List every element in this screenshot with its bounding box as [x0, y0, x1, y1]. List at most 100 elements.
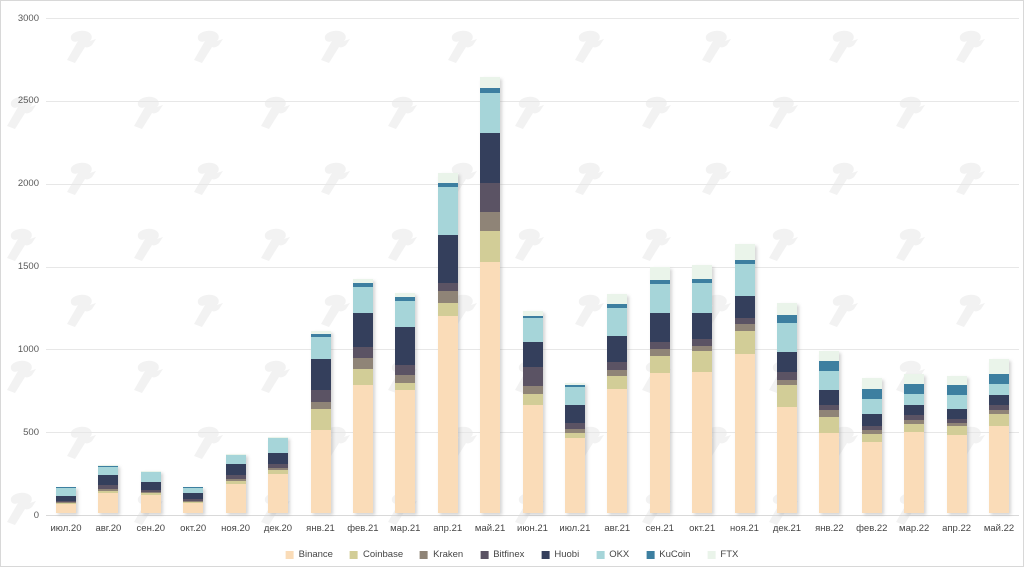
bar-1 — [98, 465, 119, 513]
bar-5 — [268, 436, 288, 513]
bar-0-segment-bitfinex — [56, 500, 76, 503]
bar-21-segment-kucoin — [946, 385, 967, 396]
x-tick-label-8: мар.21 — [390, 523, 421, 534]
bar-2-segment-okx — [140, 472, 161, 483]
bar-10-segment-coinbase — [480, 231, 501, 263]
bar-9-segment-binance — [437, 315, 458, 513]
bar-16-segment-coinbase — [734, 330, 755, 354]
x-tick-label-7: фев.21 — [347, 523, 379, 534]
bar-14 — [649, 267, 670, 513]
bar-17-segment-okx — [777, 323, 797, 353]
bar-2-segment-coinbase — [140, 493, 161, 495]
gridline-3000 — [46, 18, 1019, 19]
bar-8-segment-kucoin — [395, 296, 416, 301]
bar-0-segment-okx — [56, 488, 76, 496]
bar-20-segment-huobi — [904, 405, 925, 416]
bar-15-segment-kucoin — [692, 278, 713, 283]
bar-2-segment-binance — [140, 494, 161, 513]
x-tick-label-16: ноя.21 — [730, 523, 759, 534]
legend-swatch-ftx — [707, 550, 716, 559]
bar-9-segment-ftx — [437, 172, 458, 183]
bar-6-segment-kraken — [310, 402, 331, 410]
legend-item-kucoin: KuCoin — [646, 549, 690, 560]
bar-2 — [140, 470, 161, 513]
bar-3-segment-bitfinex — [183, 499, 204, 502]
legend-label-kraken: Kraken — [433, 549, 464, 560]
bar-5-segment-coinbase — [268, 470, 288, 475]
y-tick-label: 2500 — [17, 95, 39, 107]
legend-label-huobi: Huobi — [554, 549, 580, 560]
bar-7-segment-bitfinex — [352, 346, 373, 359]
gridline-0 — [46, 515, 1019, 516]
bar-2-segment-bitfinex — [140, 489, 161, 493]
bar-6-segment-huobi — [310, 358, 331, 391]
bar-3-segment-kucoin — [183, 487, 204, 488]
bar-8-segment-bitfinex — [395, 364, 416, 375]
y-tick-label: 500 — [23, 426, 39, 438]
legend-label-okx: OKX — [609, 549, 630, 560]
bar-17-segment-huobi — [777, 352, 797, 373]
bar-1-segment-coinbase — [98, 490, 119, 494]
bar-13-segment-kucoin — [607, 304, 628, 308]
legend-item-kraken: Kraken — [420, 549, 463, 560]
bar-21-segment-kraken — [946, 422, 967, 427]
bar-13-segment-huobi — [607, 335, 628, 363]
gridline-2500 — [46, 100, 1019, 102]
bar-16-segment-huobi — [734, 296, 755, 318]
bar-0 — [56, 486, 76, 513]
bar-3 — [183, 487, 204, 513]
bar-19-segment-ftx — [861, 378, 882, 389]
bar-13 — [607, 294, 628, 513]
bar-12 — [564, 383, 585, 513]
bar-3-segment-kraken — [183, 501, 204, 502]
bar-1-segment-ftx — [98, 465, 119, 466]
bar-2-segment-huobi — [140, 482, 161, 490]
bar-4-segment-kucoin — [225, 454, 246, 456]
bar-1-segment-kucoin — [98, 465, 119, 467]
legend: Binance Coinbase Kraken Bitfinex Huobi OKX KuC… — [285, 549, 738, 560]
bar-5-segment-kucoin — [268, 437, 288, 439]
bar-8-segment-coinbase — [395, 382, 416, 390]
bar-7-segment-binance — [352, 384, 373, 513]
bar-14-segment-bitfinex — [649, 342, 670, 349]
bar-9-segment-okx — [437, 186, 458, 235]
x-tick-label-10: май.21 — [474, 523, 506, 534]
bar-21-segment-coinbase — [946, 426, 967, 436]
x-tick-label-19: фев.22 — [856, 523, 888, 534]
bar-18-segment-ftx — [819, 350, 840, 361]
bar-6 — [310, 330, 331, 513]
bar-4-segment-kraken — [225, 479, 246, 481]
bar-10-segment-huobi — [480, 132, 501, 183]
bar-2-segment-kraken — [140, 492, 161, 494]
bar-21-segment-binance — [946, 435, 967, 513]
bar-14-segment-coinbase — [649, 356, 670, 374]
y-tick-label: 0 — [33, 509, 39, 521]
bar-14-segment-huobi — [649, 312, 670, 343]
bar-12-segment-huobi — [564, 404, 585, 423]
bar-10-segment-binance — [480, 262, 501, 513]
bar-8-segment-binance — [395, 389, 416, 513]
x-tick-label-3: окт.20 — [180, 523, 207, 534]
bar-21-segment-okx — [946, 395, 967, 409]
legend-item-bitfinex: Bitfinex — [480, 549, 524, 560]
x-tick-label-17: дек.21 — [772, 523, 802, 534]
x-tick-label-18: янв.22 — [815, 523, 844, 534]
y-tick-label: 2000 — [17, 178, 39, 190]
legend-item-coinbase: Coinbase — [349, 549, 403, 560]
bar-4-segment-coinbase — [225, 480, 246, 485]
bar-15-segment-okx — [692, 282, 713, 313]
y-tick-label: 1000 — [17, 343, 39, 355]
bar-11-segment-binance — [522, 404, 543, 513]
bar-22-segment-ftx — [989, 358, 1009, 374]
legend-item-binance: Binance — [285, 549, 333, 560]
bar-21-segment-ftx — [946, 375, 967, 386]
bar-19-segment-coinbase — [861, 434, 882, 442]
bar-21-segment-huobi — [946, 408, 967, 419]
bar-16-segment-kucoin — [734, 259, 755, 264]
bar-2-segment-ftx — [140, 470, 161, 472]
bar-13-segment-okx — [607, 307, 628, 336]
bar-8 — [395, 292, 416, 513]
bar-0-segment-ftx — [56, 486, 76, 488]
legend-swatch-coinbase — [349, 550, 358, 559]
bar-9-segment-huobi — [437, 234, 458, 283]
